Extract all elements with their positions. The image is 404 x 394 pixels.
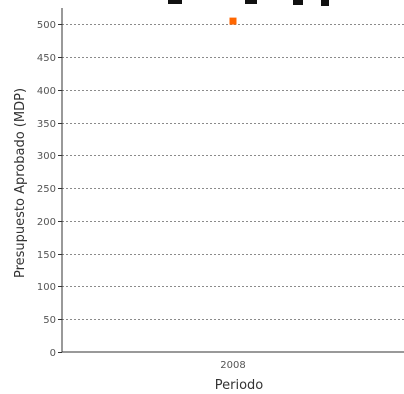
y-tick-label-0: 0 — [50, 348, 56, 359]
y-tick-label-450: 450 — [37, 53, 56, 64]
y-tick-labels: 0 50 100 150 200 250 300 350 400 450 500 — [37, 20, 62, 359]
x-tick-label-2008: 2008 — [220, 360, 245, 371]
y-axis-title: Presupuesto Aprobado (MDP) — [13, 88, 28, 278]
x-axis-title: Periodo — [215, 378, 264, 393]
y-tick-label-400: 400 — [37, 86, 56, 97]
data-points — [229, 17, 237, 25]
gridlines — [62, 24, 404, 320]
data-point-2008[interactable] — [229, 17, 237, 25]
x-tick-labels: 2008 — [220, 360, 245, 371]
cropped-title-fragment — [168, 0, 329, 6]
y-tick-label-350: 350 — [37, 119, 56, 130]
y-tick-label-50: 50 — [43, 315, 56, 326]
y-tick-label-200: 200 — [37, 217, 56, 228]
y-tick-label-300: 300 — [37, 151, 56, 162]
y-tick-label-500: 500 — [37, 20, 56, 31]
y-tick-label-150: 150 — [37, 250, 56, 261]
y-tick-label-250: 250 — [37, 184, 56, 195]
y-tick-label-100: 100 — [37, 282, 56, 293]
